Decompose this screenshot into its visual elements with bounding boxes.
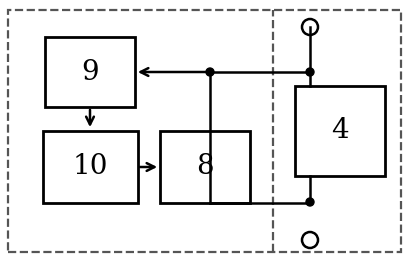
Bar [160, 131, 250, 203]
Bar [295, 86, 385, 176]
Circle shape [306, 68, 314, 76]
Text: 10: 10 [72, 154, 108, 181]
Text: 4: 4 [331, 117, 349, 145]
Circle shape [206, 68, 214, 76]
Text: 9: 9 [81, 58, 99, 85]
Bar [45, 37, 135, 107]
Circle shape [306, 198, 314, 206]
Bar [43, 131, 137, 203]
Text: 8: 8 [196, 154, 214, 181]
